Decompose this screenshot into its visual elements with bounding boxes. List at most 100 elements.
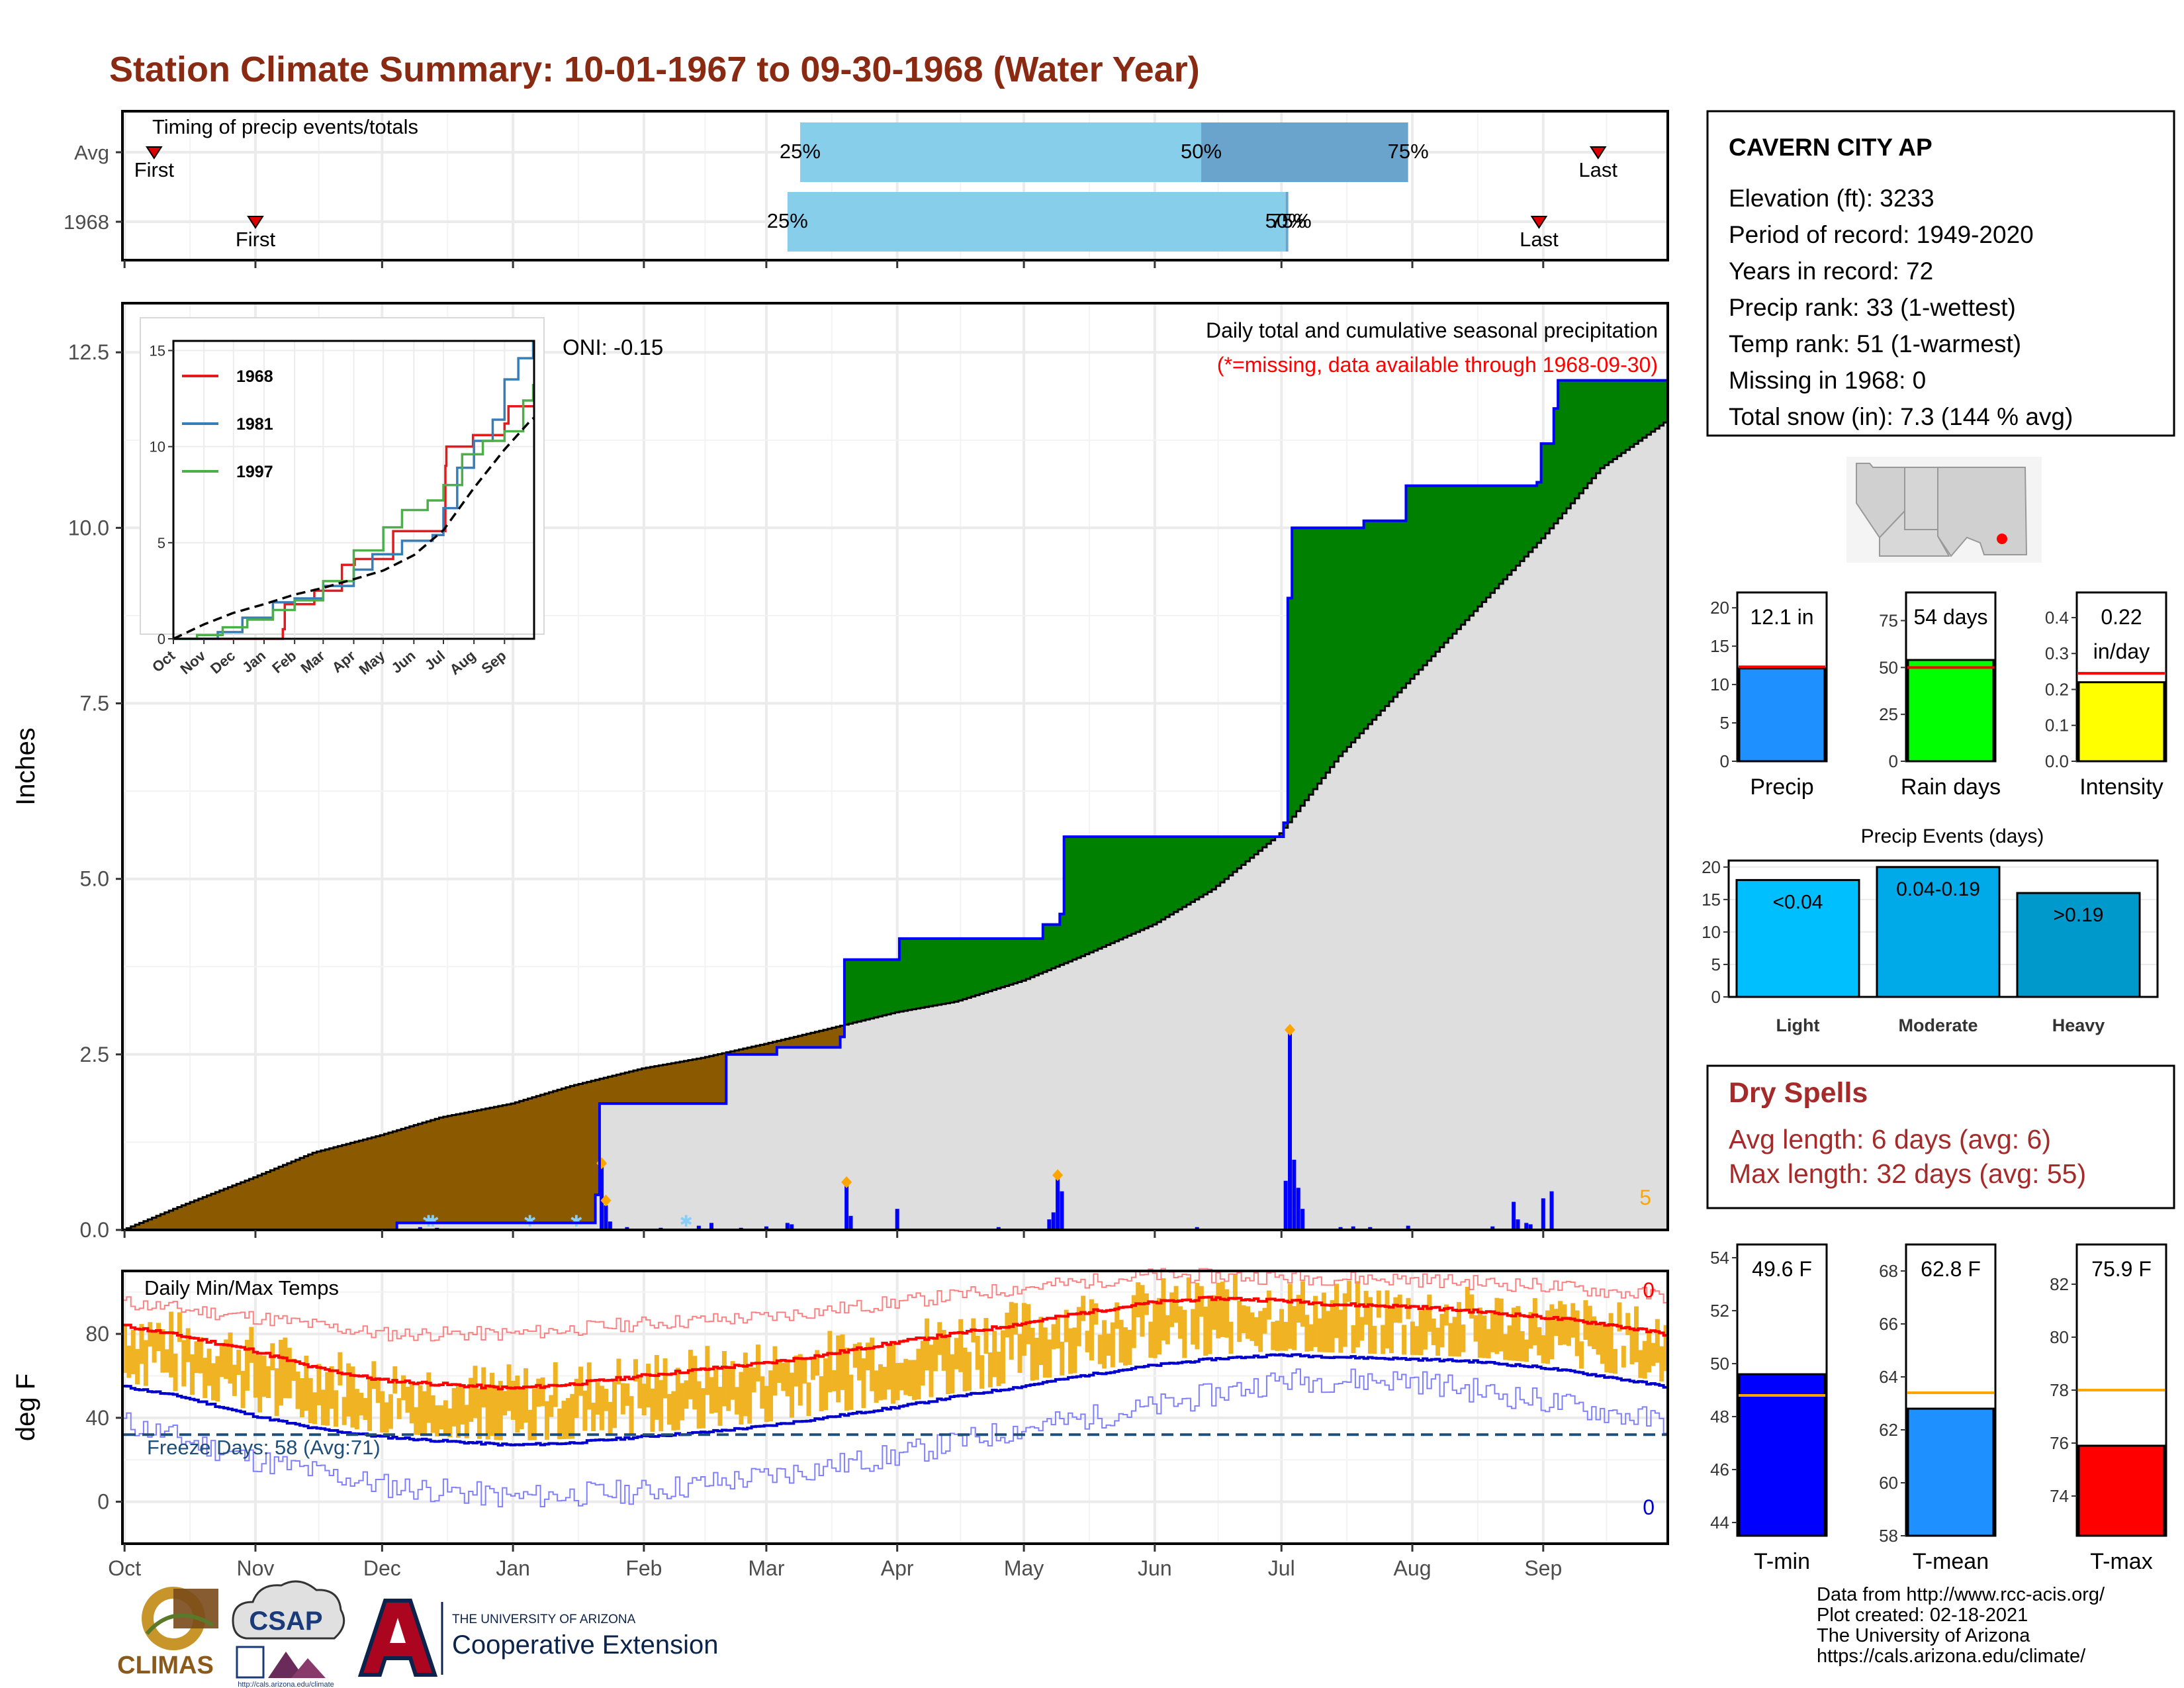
inset-xtick-label: Sep bbox=[478, 647, 510, 677]
month-tick-label: Dec bbox=[363, 1556, 401, 1580]
daily-precip-bar bbox=[1051, 1212, 1056, 1230]
station-info-line: Total snow (in): 7.3 (144 % avg) bbox=[1729, 403, 2073, 430]
csap-logo: CSAP http://cals.arizona.edu/climate bbox=[232, 1580, 345, 1688]
precip-diamond-marker bbox=[841, 1176, 852, 1188]
temps-label: Daily Min/Max Temps bbox=[144, 1276, 339, 1299]
footer-line: The University of Arizona bbox=[1817, 1625, 2030, 1646]
summary-bar-tick: 10 bbox=[1710, 675, 1729, 694]
events-ytick-label: 5 bbox=[1711, 955, 1721, 974]
daily-precip-bar bbox=[1296, 1188, 1300, 1230]
daily-precip-bar bbox=[1292, 1159, 1297, 1230]
events-ytick-label: 20 bbox=[1702, 857, 1721, 877]
summary-bar-t-max: 74 76 78 80 82 T-max 75.9 F bbox=[2050, 1243, 2167, 1574]
inset-series-1997 bbox=[173, 384, 535, 640]
inset-xtick-label: May bbox=[356, 647, 388, 678]
events-category-label: Heavy bbox=[2052, 1015, 2105, 1035]
station-info-line: Temp rank: 51 (1-warmest) bbox=[1729, 330, 2021, 357]
freeze-days-label: Freeze Days: 58 (Avg:71) bbox=[147, 1436, 381, 1459]
timing-last-label: Last bbox=[1578, 158, 1617, 181]
locator-map bbox=[1846, 457, 2042, 563]
daily-precip-bar bbox=[1524, 1223, 1529, 1230]
events-ytick-label: 15 bbox=[1702, 890, 1721, 910]
inset-xtick-label: Dec bbox=[207, 647, 238, 677]
precip-ytick-label: 10.0 bbox=[68, 516, 109, 539]
station-info-line: Missing in 1968: 0 bbox=[1729, 367, 1926, 394]
record-max-count: 0 bbox=[1643, 1278, 1655, 1302]
dry-spells-box: Dry Spells Avg length: 6 days (avg: 6) M… bbox=[1706, 1064, 2175, 1209]
events-bar-label: >0.19 bbox=[2054, 904, 2104, 926]
summary-bar-rain-days: 0 25 50 75 Rain days 54 days bbox=[1879, 591, 2001, 800]
month-tick-label: Jul bbox=[1268, 1556, 1295, 1580]
daily-precip-bar bbox=[418, 1227, 422, 1230]
daily-precip-bar bbox=[1056, 1174, 1060, 1230]
temps-panel: deg F Daily Min/Max Temps Freeze Days: 5… bbox=[11, 1268, 1669, 1580]
summary-bar-fill bbox=[1907, 1407, 1995, 1537]
temps-ytick-label: 40 bbox=[85, 1406, 109, 1430]
summary-bar-fill bbox=[1738, 667, 1826, 763]
month-tick-label: Jan bbox=[496, 1556, 530, 1580]
daily-precip-bar bbox=[1195, 1227, 1199, 1230]
summary-bar-value-label: 49.6 F bbox=[1752, 1257, 1812, 1281]
summary-bar-tick: 46 bbox=[1710, 1460, 1729, 1479]
inset-xtick-label: Feb bbox=[269, 647, 299, 677]
inset-xtick-label: Oct bbox=[149, 647, 179, 675]
daily-precip-bar bbox=[696, 1225, 701, 1230]
daily-precip-bar bbox=[1490, 1226, 1495, 1230]
precip-ytick-label: 2.5 bbox=[80, 1043, 109, 1066]
avg-min-line bbox=[122, 1353, 1668, 1447]
summary-bar-tick: 15 bbox=[1710, 636, 1729, 656]
summary-bar-tick: 0.3 bbox=[2045, 643, 2069, 663]
inset-xtick-label: Jun bbox=[388, 647, 419, 677]
inset-ytick-label: 15 bbox=[150, 343, 165, 359]
summary-bar-tick: 50 bbox=[1879, 657, 1898, 677]
timing-row-label: 1968 bbox=[64, 211, 109, 234]
summary-bar-fill bbox=[2077, 1444, 2165, 1537]
precip-events-chart: Precip Events (days) <0.04 Light 0.04-0.19… bbox=[1702, 825, 2159, 1035]
summary-bar-tick: 44 bbox=[1710, 1513, 1729, 1532]
inset-ytick-label: 10 bbox=[150, 439, 165, 455]
oni-label: ONI: -0.15 bbox=[563, 335, 663, 359]
inset-ytick-label: 5 bbox=[158, 535, 165, 551]
summary-bar-category: Intensity bbox=[2079, 774, 2163, 800]
station-info-line: Elevation (ft): 3233 bbox=[1729, 185, 1934, 212]
daily-precip-bar bbox=[1060, 1191, 1064, 1230]
precip-diamond-marker bbox=[1052, 1169, 1064, 1182]
inset-ytick-label: 0 bbox=[158, 631, 165, 647]
summary-bar-tick: 64 bbox=[1879, 1367, 1898, 1387]
events-bar-label: 0.04-0.19 bbox=[1896, 878, 1980, 900]
precip-ytick-label: 5.0 bbox=[80, 867, 109, 891]
timing-last-label: Last bbox=[1520, 228, 1559, 251]
daily-precip-bar bbox=[1047, 1219, 1052, 1230]
daily-precip-bar bbox=[1406, 1225, 1410, 1230]
summary-bar-tick: 50 bbox=[1710, 1354, 1729, 1374]
month-tick-label: Feb bbox=[625, 1556, 662, 1580]
events-category-label: Moderate bbox=[1898, 1015, 1978, 1035]
avg-max-line bbox=[122, 1295, 1668, 1391]
inset-avg-line bbox=[173, 416, 535, 640]
daily-precip-bar bbox=[996, 1227, 1001, 1230]
month-tick-label: Apr bbox=[881, 1556, 914, 1580]
month-tick-label: Aug bbox=[1394, 1556, 1432, 1580]
precip-ytick-label: 7.5 bbox=[80, 692, 109, 716]
daily-precip-bar bbox=[844, 1184, 849, 1230]
summary-bar-tick: 25 bbox=[1879, 704, 1898, 724]
month-tick-label: Oct bbox=[108, 1556, 141, 1580]
events-bar-heavy bbox=[2016, 892, 2141, 998]
summary-bar-t-mean: 58 60 62 64 66 68 T-mean 62.8 F bbox=[1879, 1243, 1997, 1574]
summary-bar-tick: 0 bbox=[1889, 751, 1898, 771]
precip-ylabel: Inches bbox=[11, 727, 40, 806]
summary-bar-tick: 0.4 bbox=[2045, 608, 2069, 628]
snow-marker: ✱ bbox=[680, 1213, 693, 1231]
timing-first-label: First bbox=[236, 228, 276, 251]
inset-series-1981 bbox=[173, 342, 535, 640]
month-tick-label: May bbox=[1004, 1556, 1044, 1580]
inset-xtick-label: Jan bbox=[239, 647, 269, 677]
inset-xtick-label: Apr bbox=[329, 647, 359, 676]
events-bar-light bbox=[1735, 878, 1860, 998]
timing-p50-label: 50% bbox=[1181, 140, 1222, 163]
summary-bar-tick: 5 bbox=[1720, 713, 1729, 733]
temps-ylabel: deg F bbox=[11, 1374, 40, 1441]
station-location-dot bbox=[1997, 534, 2007, 544]
station-name: CAVERN CITY AP bbox=[1729, 134, 1933, 161]
